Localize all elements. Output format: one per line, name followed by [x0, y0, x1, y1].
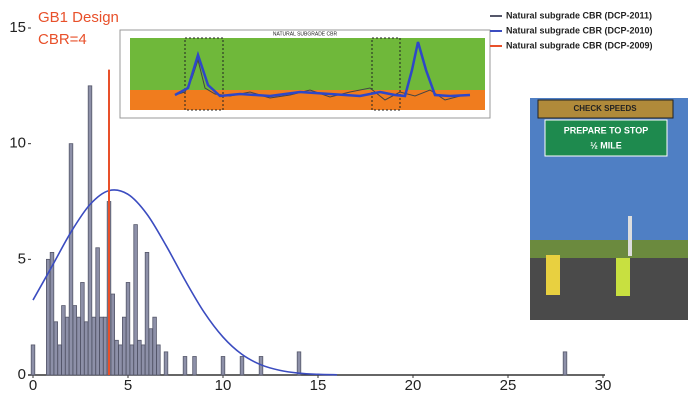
bar: [562, 351, 568, 376]
bar: [220, 356, 226, 376]
bar: [163, 351, 169, 376]
x-tick-label: 15: [310, 377, 327, 394]
photo: CHECK SPEEDS PREPARE TO STOP ½ MILE: [530, 98, 688, 320]
y-tick-label: 10: [9, 135, 26, 152]
x-tick-label: 25: [500, 377, 517, 394]
inset-chart: NATURAL SUBGRADE CBR: [119, 29, 491, 119]
annotation: CBR=4: [38, 31, 87, 48]
bar: [182, 356, 188, 376]
bar: [133, 224, 138, 376]
bar: [110, 293, 115, 376]
bar: [156, 344, 161, 376]
bar: [144, 251, 150, 376]
sign-sub: ½ MILE: [590, 140, 622, 150]
bar: [103, 316, 108, 376]
y-tick-label: 5: [18, 250, 26, 267]
bar: [49, 251, 55, 376]
bar: [152, 316, 157, 376]
bar: [137, 339, 142, 376]
x-tick-label: 5: [124, 377, 132, 394]
sign-top: CHECK SPEEDS: [573, 104, 637, 113]
legend-label: Natural subgrade CBR (DCP-2011): [506, 10, 652, 20]
bar: [30, 344, 36, 376]
bar: [122, 316, 127, 376]
curve: [32, 189, 338, 376]
x-tick-label: 20: [405, 377, 422, 394]
bar: [76, 316, 81, 376]
bar: [114, 339, 119, 376]
x-tick-label: 0: [29, 377, 37, 394]
bar: [57, 344, 62, 376]
bar: [192, 356, 197, 376]
bar: [80, 282, 85, 376]
bar: [296, 351, 302, 376]
inset-title: NATURAL SUBGRADE CBR: [273, 31, 338, 37]
bar: [140, 344, 146, 376]
bar: [61, 305, 66, 376]
y-tick-label: 0: [18, 366, 26, 383]
legend-label: Natural subgrade CBR (DCP-2009): [506, 40, 653, 50]
bar: [87, 85, 93, 376]
bar: [99, 316, 104, 376]
bar: [53, 321, 58, 376]
y-tick-label: 15: [9, 19, 26, 36]
bar: [95, 247, 100, 376]
annotation: GB1 Design: [38, 9, 119, 26]
bar: [148, 328, 153, 376]
bar: [239, 356, 245, 376]
x-tick-label: 30: [595, 377, 612, 394]
bar: [68, 143, 74, 376]
bar: [65, 316, 70, 376]
bar: [84, 321, 89, 376]
bar: [91, 316, 96, 376]
x-tick-label: 10: [215, 377, 232, 394]
legend-label: Natural subgrade CBR (DCP-2010): [506, 25, 653, 35]
bar: [118, 344, 123, 376]
bar: [72, 305, 77, 376]
bar: [125, 282, 131, 376]
sign-main: PREPARE TO STOP: [564, 125, 649, 135]
bar: [129, 344, 134, 376]
